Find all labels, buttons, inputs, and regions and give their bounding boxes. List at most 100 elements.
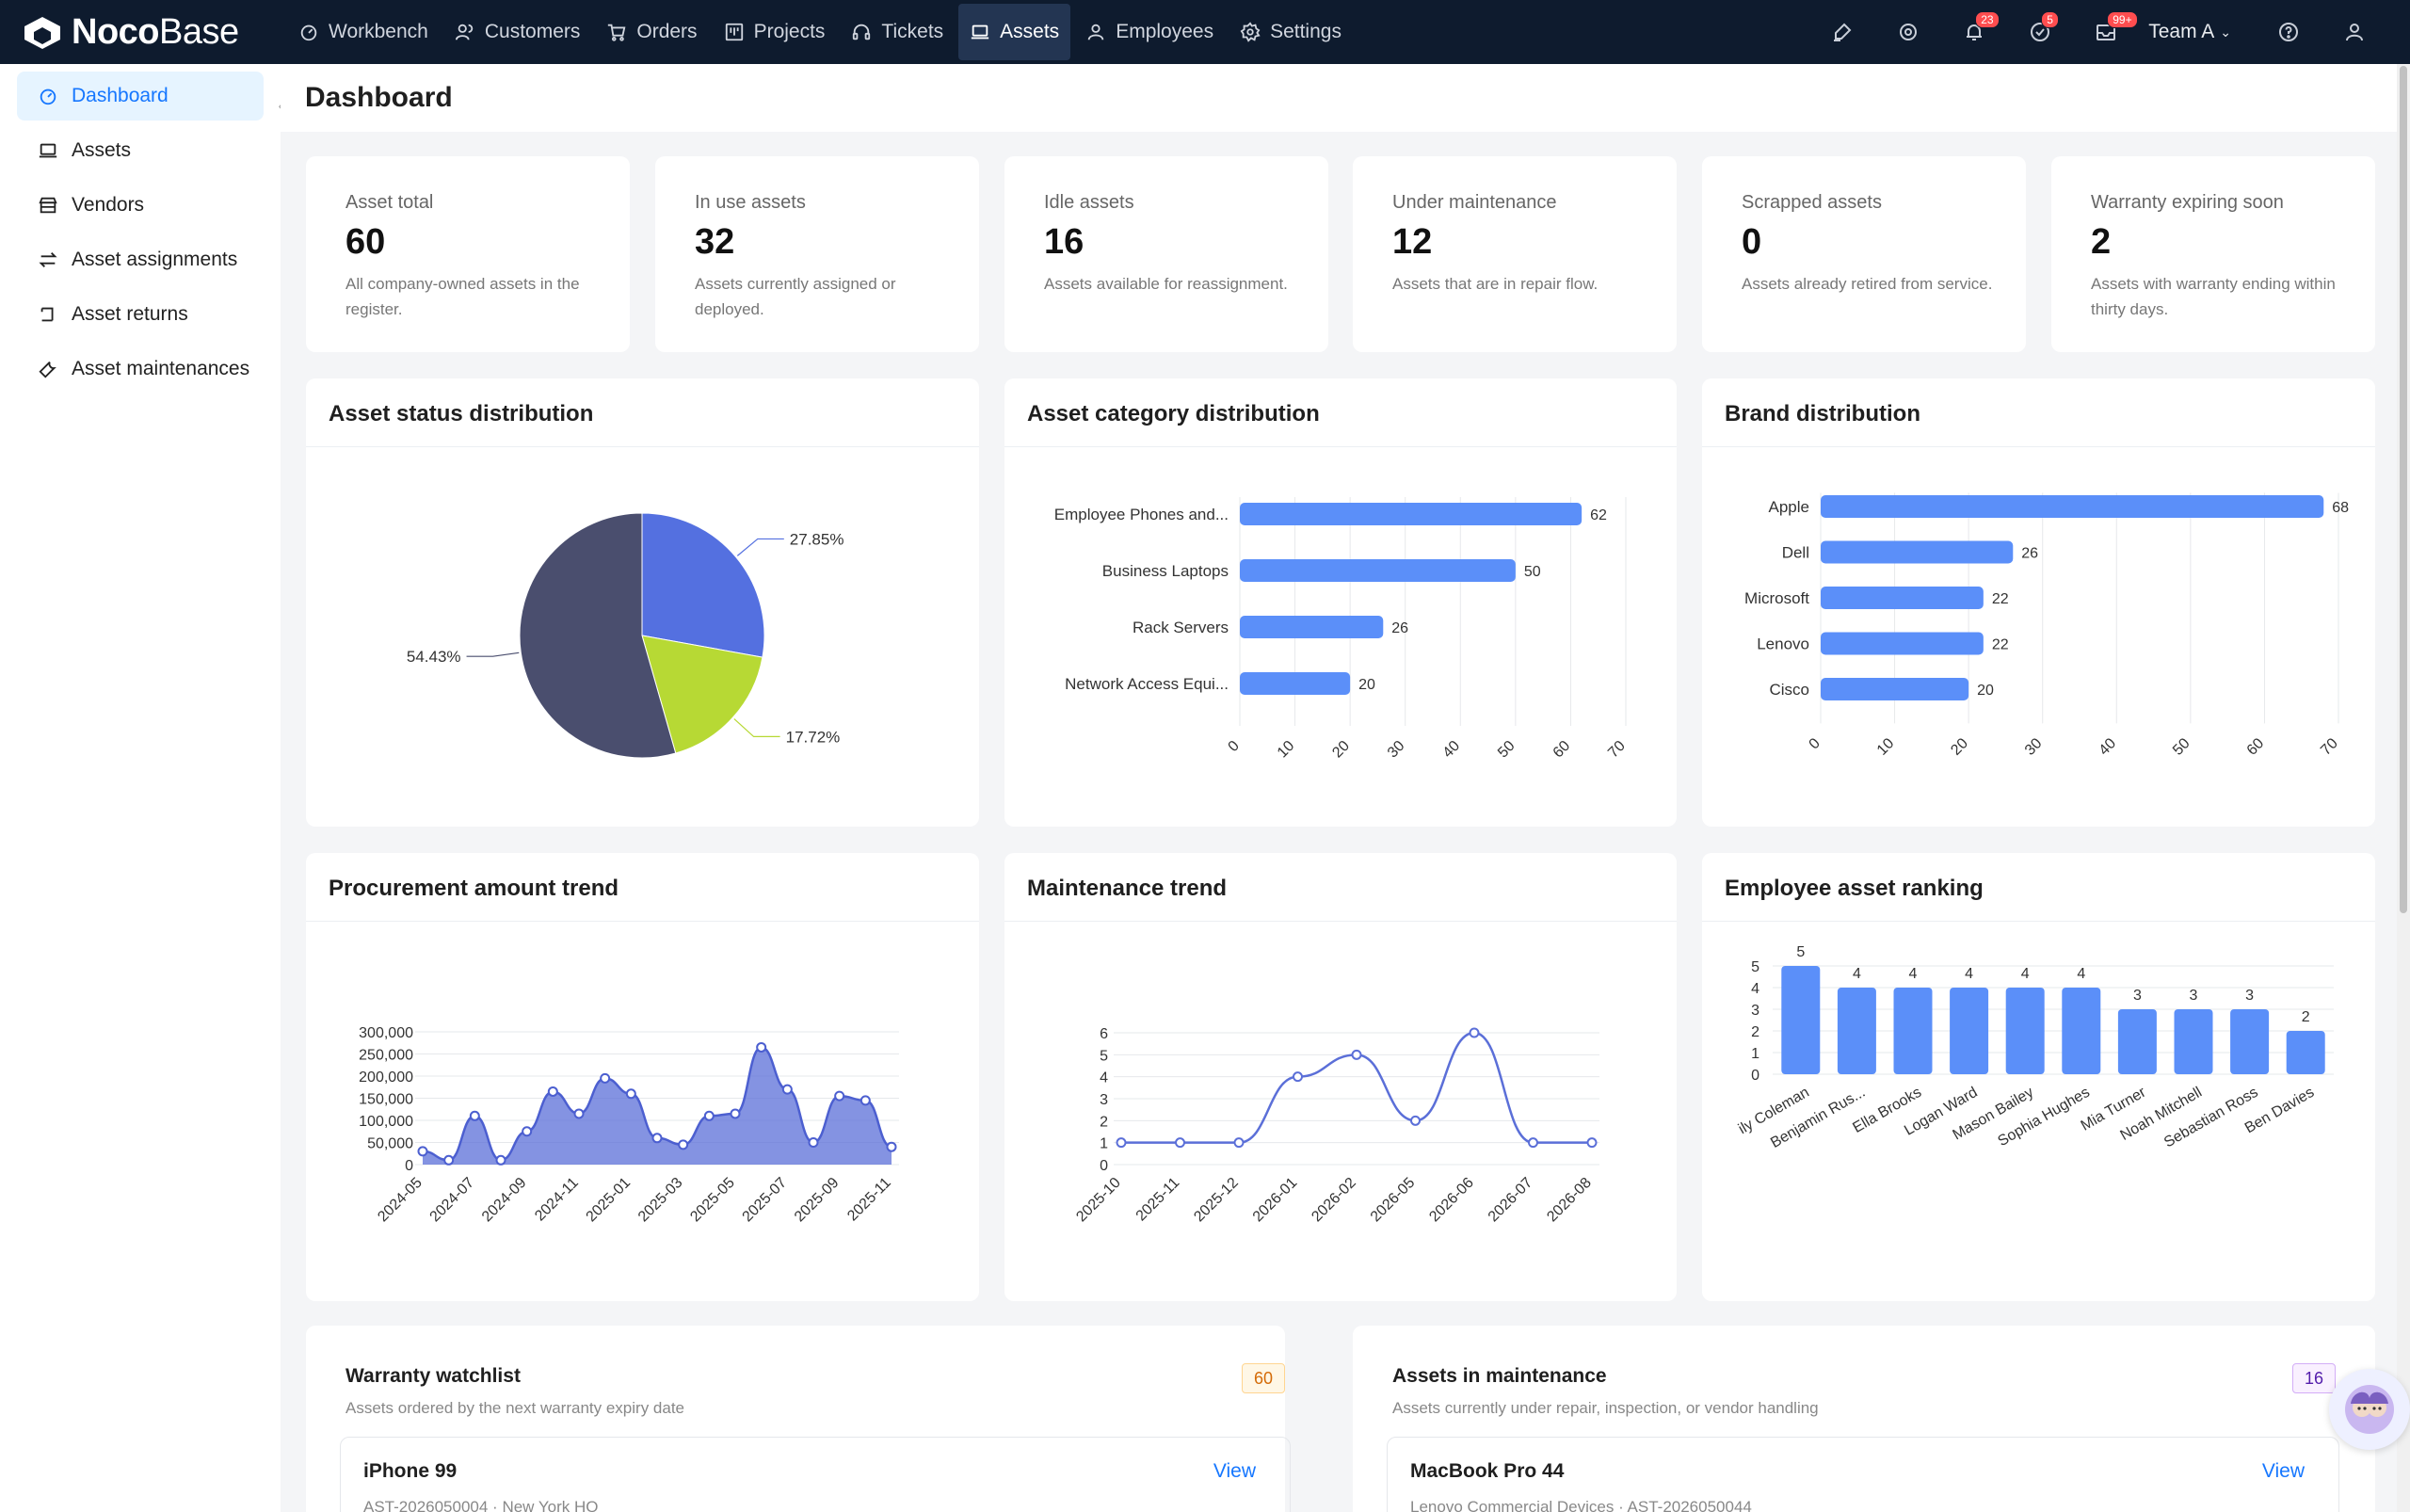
sidebar-item-asset-maintenances[interactable]: Asset maintenances: [17, 345, 264, 394]
bar: [1240, 672, 1351, 695]
sidebar-item-label: Asset returns: [72, 303, 188, 325]
stat-label: Warranty expiring soon: [2091, 192, 2284, 213]
y-tick-label: Dell: [1782, 544, 1809, 562]
data-point: [808, 1137, 819, 1148]
divider: [1702, 446, 2375, 447]
chart-card-asset-category: Asset category distribution 0 10 20 30 40 50 6…: [1004, 378, 1677, 827]
scrollbar-thumb[interactable]: [2400, 66, 2407, 913]
sidebar-item-label: Dashboard: [72, 85, 169, 106]
count-tag: 60: [1242, 1363, 1285, 1393]
x-tick-label: 2025-07: [740, 1175, 791, 1226]
x-tick-label: 70: [1605, 738, 1629, 762]
divider: [306, 921, 979, 922]
x-tick-label: 70: [2318, 735, 2341, 759]
data-point: [730, 1108, 741, 1119]
bar: [1240, 616, 1384, 638]
series-line: [1121, 1031, 1592, 1144]
sidebar-item-asset-assignments[interactable]: Asset assignments: [17, 235, 264, 284]
top-right-tools: 23 5 99+ Team A ⌄: [1809, 0, 2410, 64]
messages-button[interactable]: 99+: [2073, 0, 2139, 64]
stat-value: 2: [2091, 222, 2112, 262]
pie-label: 17.72%: [786, 728, 841, 746]
system-settings-button[interactable]: [1875, 0, 1941, 64]
notifications-badge: 23: [1975, 11, 2000, 28]
chart-title: Maintenance trend: [1027, 876, 1228, 901]
data-label: 2: [2302, 1009, 2310, 1025]
nav-settings[interactable]: Settings: [1229, 4, 1353, 60]
nav-orders[interactable]: Orders: [595, 4, 708, 60]
y-tick-label: 0: [1100, 1158, 1108, 1174]
chart-card-brand: Brand distribution 0 10 20 30 40 50 60 70 Apple 6…: [1702, 378, 2375, 827]
data-point: [1116, 1137, 1127, 1149]
x-tick-label: 2026-05: [1368, 1175, 1419, 1226]
sidebar-item-asset-returns[interactable]: Asset returns: [17, 290, 264, 339]
dashboard-icon: [298, 22, 319, 42]
team-switcher[interactable]: Team A ⌄: [2139, 21, 2256, 43]
bar: [1837, 988, 1876, 1074]
y-tick-label: 2: [1751, 1024, 1759, 1040]
sidebar-item-assets[interactable]: Assets: [17, 126, 264, 175]
data-point: [756, 1041, 767, 1053]
nav-tickets[interactable]: Tickets: [840, 4, 955, 60]
app-logo[interactable]: NocoBase: [21, 12, 270, 53]
data-point: [573, 1108, 585, 1119]
tasks-button[interactable]: 5: [2007, 0, 2073, 64]
y-tick-label: 5: [1751, 959, 1759, 975]
procurement-area-chart: 0 50,000 100,000 150,000 200,000 250,000 300,0…: [359, 1025, 899, 1226]
x-tick-label: 2024-11: [532, 1175, 582, 1225]
stat-card-scrapped: Scrapped assets 0 Assets already retired…: [1702, 156, 2026, 352]
chart-title: Procurement amount trend: [329, 876, 619, 901]
nav-projects[interactable]: Projects: [713, 4, 837, 60]
sidebar-item-vendors[interactable]: Vendors: [17, 181, 264, 230]
sidebar-item-dashboard[interactable]: Dashboard: [17, 72, 264, 121]
users-icon: [455, 22, 475, 42]
shop-icon: [38, 195, 58, 216]
view-link[interactable]: View: [1213, 1460, 1256, 1482]
data-point: [625, 1088, 636, 1100]
area-fill: [423, 1047, 892, 1165]
view-link[interactable]: View: [2261, 1460, 2305, 1482]
ai-assistant-button[interactable]: [2329, 1369, 2410, 1450]
laptop-icon: [38, 140, 58, 161]
y-tick-label: 1: [1100, 1136, 1108, 1152]
x-tick-label: 2025-09: [792, 1175, 843, 1226]
y-tick-label: Microsoft: [1744, 589, 1809, 607]
user-menu-button[interactable]: [2322, 0, 2387, 64]
data-label: 3: [2190, 988, 2198, 1004]
stat-description: Assets with warranty ending within thirt…: [2091, 275, 2336, 318]
data-label: 50: [1524, 564, 1541, 580]
help-button[interactable]: [2256, 0, 2322, 64]
swap-icon: [38, 249, 58, 270]
data-point: [1410, 1115, 1421, 1126]
assistant-avatar-icon: [2345, 1385, 2394, 1434]
team-label: Team A: [2148, 21, 2215, 42]
data-point: [1469, 1027, 1480, 1038]
x-tick-label: 2026-01: [1250, 1175, 1301, 1226]
y-tick-label: 4: [1751, 981, 1759, 997]
data-label: 3: [2245, 988, 2254, 1004]
theme-editor-button[interactable]: [1809, 0, 1875, 64]
x-tick-label: 40: [1440, 738, 1464, 762]
data-label: 20: [1358, 677, 1375, 693]
x-tick-label: 50: [2170, 735, 2193, 759]
page-scrollbar[interactable]: [2397, 64, 2410, 1512]
list-item: MacBook Pro 44 Lenovo Commercial Devices…: [1387, 1437, 2339, 1512]
nav-employees[interactable]: Employees: [1074, 4, 1225, 60]
data-point: [522, 1126, 533, 1137]
y-tick-label: 1: [1751, 1046, 1759, 1062]
y-tick-label: 0: [1751, 1068, 1759, 1084]
notifications-button[interactable]: 23: [1941, 0, 2007, 64]
data-label: 4: [1909, 966, 1918, 982]
stat-card-under-maintenance: Under maintenance 12 Assets that are in …: [1353, 156, 1677, 352]
stat-value: 0: [1742, 222, 1762, 262]
nav-label: Customers: [484, 21, 581, 42]
nav-workbench[interactable]: Workbench: [287, 4, 440, 60]
chart-title: Employee asset ranking: [1725, 876, 1984, 901]
data-point: [1293, 1071, 1303, 1083]
nav-customers[interactable]: Customers: [443, 4, 592, 60]
data-point: [1528, 1137, 1538, 1149]
x-tick-label: 2025-11: [1133, 1175, 1183, 1225]
chart-card-asset-status: Asset status distribution 27.85% 17.72% 54…: [306, 378, 979, 827]
nav-assets[interactable]: Assets: [958, 4, 1071, 60]
